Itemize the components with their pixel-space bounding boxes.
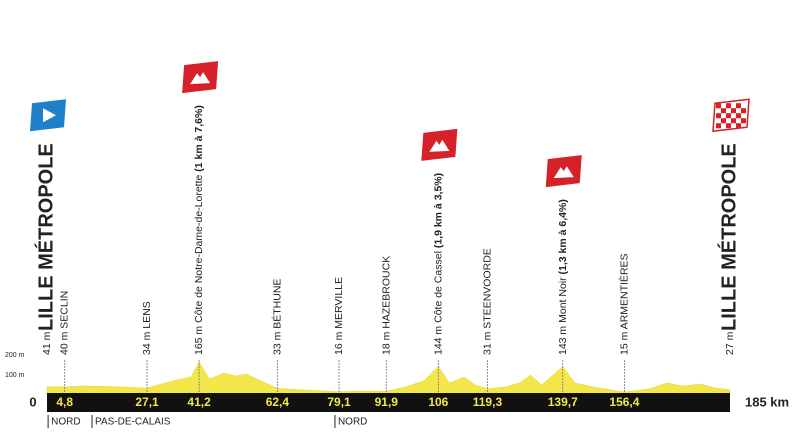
- waypoint-altitude: 143 m: [557, 326, 569, 355]
- waypoint-name: BÉTHUNE: [270, 279, 283, 329]
- flag-finish: [712, 98, 750, 133]
- road-bar: [47, 393, 730, 412]
- flag-check: [736, 123, 741, 129]
- waypoint-label: 40 m SECLIN: [59, 291, 71, 355]
- waypoint-text: 33 m BÉTHUNE: [270, 279, 283, 355]
- waypoint-label: 31 m STEENVOORDE: [481, 248, 493, 355]
- waypoint-altitude: 18 m: [380, 331, 392, 355]
- waypoint-name: Côte de Notre-Dame-de-Lorette: [193, 174, 205, 322]
- waypoint-text: 31 m STEENVOORDE: [481, 248, 493, 355]
- waypoint-altitude: 27 m: [724, 331, 736, 355]
- flag-climb: [421, 128, 458, 161]
- flag-check: [726, 103, 731, 109]
- waypoint-label: 41 m LILLE MÉTROPOLE: [34, 143, 57, 355]
- waypoint-label: 144 m Côte de Cassel (1,9 km à 3,5%): [432, 173, 444, 355]
- waypoint-name: LILLE MÉTROPOLE: [717, 143, 740, 331]
- waypoint-name: STEENVOORDE: [481, 248, 493, 329]
- waypoint-text: 16 m MERVILLE: [333, 277, 345, 355]
- flag-check: [731, 108, 736, 114]
- flag-check: [716, 123, 721, 129]
- waypoint-altitude: 40 m: [59, 331, 71, 355]
- region-label: PAS-DE-CALAIS: [95, 417, 171, 428]
- flag-icon: [429, 139, 450, 152]
- km-label: 4,8: [56, 395, 73, 409]
- waypoint-text: 15 m ARMENTIÈRES: [617, 253, 630, 355]
- km-label: 139,7: [548, 395, 578, 409]
- climb-detail: (1,3 km à 6,4%): [557, 199, 569, 274]
- waypoint-altitude: 31 m: [481, 331, 493, 355]
- flag-check: [731, 118, 736, 124]
- waypoint-label: 165 m Côte de Notre-Dame-de-Lorette (1 k…: [193, 105, 205, 355]
- waypoint-text: 144 m Côte de Cassel (1,9 km à 3,5%): [432, 173, 444, 355]
- km-label: 41,2: [187, 395, 211, 409]
- flag-check: [736, 113, 741, 119]
- waypoint-text: 18 m HAZEBROUCK: [380, 256, 392, 355]
- flag-check: [721, 108, 726, 114]
- km-label: 185 km: [745, 394, 789, 409]
- waypoint-altitude: 34 m: [141, 331, 153, 355]
- waypoint-name: LENS: [141, 301, 153, 328]
- waypoint-text: 41 m: [41, 331, 53, 355]
- waypoint-altitude: 15 m: [618, 331, 630, 355]
- waypoint-text: 143 m Mont Noir (1,3 km à 6,4%): [557, 199, 569, 355]
- waypoint-label: 27 m LILLE MÉTROPOLE: [717, 143, 740, 355]
- km-label: 0: [29, 394, 36, 409]
- waypoint-text: 40 m SECLIN: [59, 291, 71, 355]
- waypoint-label: 34 m LENS: [141, 301, 153, 355]
- waypoint-label: 18 m HAZEBROUCK: [380, 256, 392, 355]
- flag-check: [721, 118, 726, 124]
- flag-check: [726, 123, 731, 129]
- flag-climb: [545, 155, 582, 188]
- flag-check: [716, 103, 721, 109]
- flag-check: [716, 113, 721, 119]
- elevation-area: [46, 361, 731, 396]
- flag-check: [741, 118, 746, 124]
- waypoint-name: LILLE MÉTROPOLE: [34, 143, 57, 331]
- flag-check: [726, 113, 731, 119]
- waypoint-label: 15 m ARMENTIÈRES: [617, 253, 630, 355]
- flag-check: [741, 108, 746, 114]
- waypoint-altitude: 16 m: [333, 331, 345, 355]
- km-label: 119,3: [473, 395, 503, 409]
- flag-icon: [190, 72, 211, 85]
- climb-detail: (1,9 km à 3,5%): [432, 173, 444, 248]
- km-label: 106: [428, 395, 448, 409]
- waypoint-altitude: 41 m: [41, 331, 53, 355]
- km-label: 27,1: [135, 395, 159, 409]
- flag-check: [736, 103, 741, 109]
- waypoint-label: 16 m MERVILLE: [333, 277, 345, 355]
- waypoint-label: 143 m Mont Noir (1,3 km à 6,4%): [557, 199, 569, 355]
- waypoint-text: 165 m Côte de Notre-Dame-de-Lorette (1 k…: [193, 105, 205, 355]
- flag-icon: [43, 108, 56, 123]
- waypoint-altitude: 144 m: [432, 326, 444, 355]
- y-tick-label: 100 m: [5, 372, 25, 379]
- waypoint-name: ARMENTIÈRES: [617, 253, 630, 329]
- waypoint-label: 33 m BÉTHUNE: [270, 279, 283, 355]
- waypoint-altitude: 165 m: [193, 326, 205, 355]
- climb-detail: (1 km à 7,6%): [193, 105, 205, 172]
- waypoint-text: 27 m: [724, 331, 736, 355]
- waypoint-name: MERVILLE: [333, 277, 345, 329]
- waypoint-name: Mont Noir: [557, 277, 569, 323]
- waypoint-altitude: 33 m: [271, 331, 283, 355]
- y-tick-label: 200 m: [5, 352, 25, 359]
- region-label: NORD: [338, 417, 367, 428]
- waypoint-name: HAZEBROUCK: [380, 256, 392, 329]
- flag-climb: [182, 61, 219, 94]
- km-label: 62,4: [266, 395, 290, 409]
- km-label: 79,1: [327, 395, 351, 409]
- km-label: 156,4: [609, 395, 639, 409]
- flag-icon: [553, 166, 574, 179]
- waypoint-text: 34 m LENS: [141, 301, 153, 355]
- waypoint-name: Côte de Cassel: [432, 251, 444, 323]
- flag-start: [30, 99, 66, 132]
- region-label: NORD: [51, 417, 80, 428]
- waypoint-name: SECLIN: [59, 291, 71, 329]
- km-label: 91,9: [375, 395, 399, 409]
